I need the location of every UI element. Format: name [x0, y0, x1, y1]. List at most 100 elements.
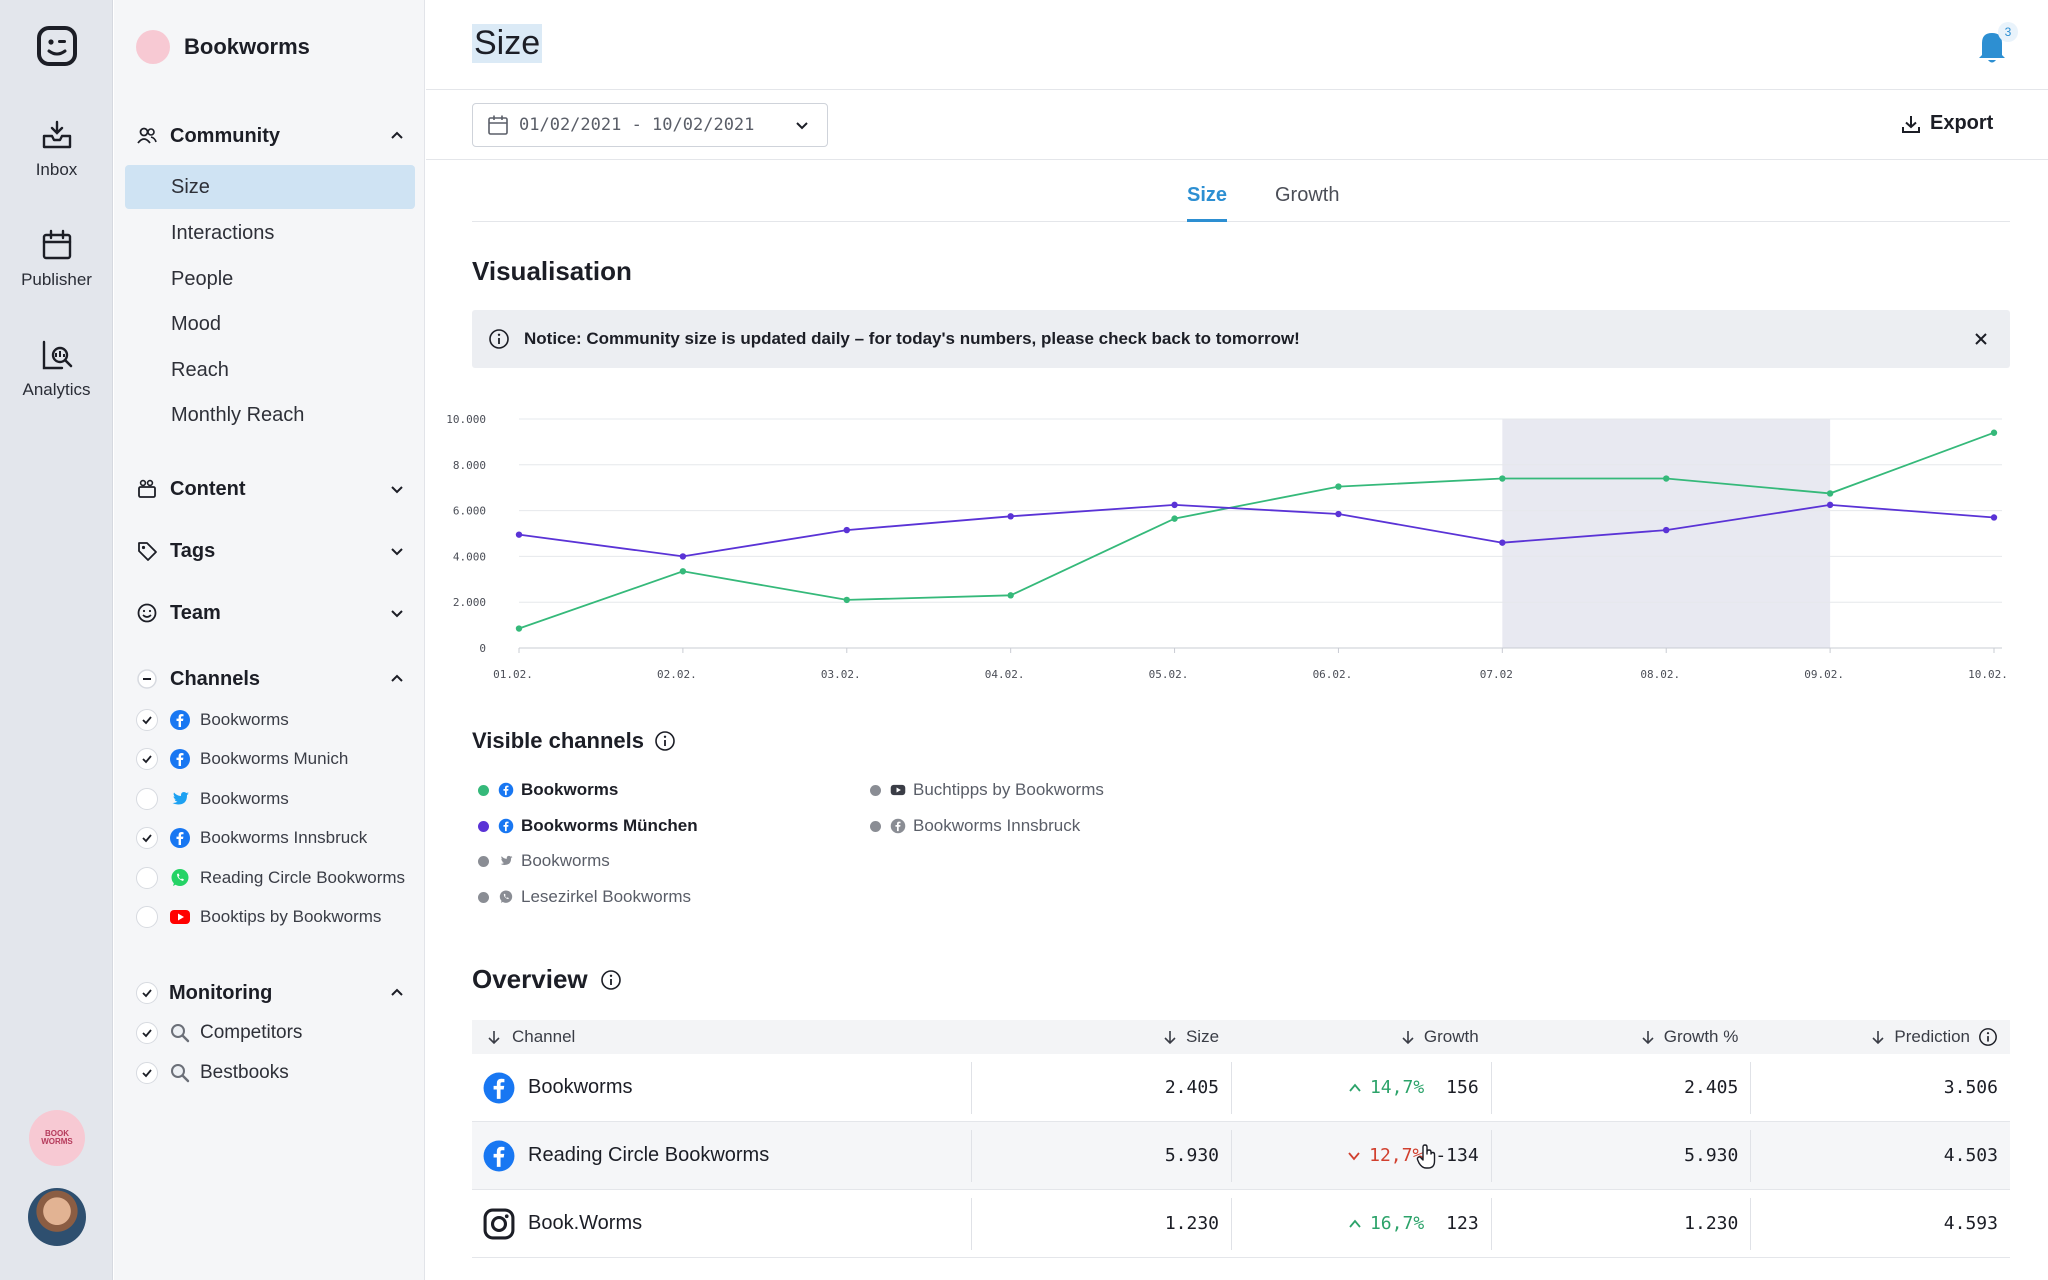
- growth-cell: 14,7% 156: [1231, 1061, 1491, 1114]
- minus-circle-icon[interactable]: [136, 668, 158, 690]
- checkbox-unchecked[interactable]: [136, 788, 158, 810]
- youtube-icon: [170, 910, 190, 924]
- channel-filter-label: Bookworms: [200, 710, 289, 729]
- chevron-up-icon: [391, 988, 403, 996]
- data-point: [1990, 514, 1998, 521]
- nav-size[interactable]: Size: [125, 165, 415, 209]
- data-point: [1335, 510, 1342, 518]
- section-monitoring[interactable]: Monitoring: [136, 978, 406, 1008]
- section-tags[interactable]: Tags: [136, 536, 406, 566]
- checkbox-checked[interactable]: [136, 1062, 158, 1084]
- monitoring-item[interactable]: Competitors: [136, 1018, 406, 1048]
- brand-avatar[interactable]: BOOK WORMS: [29, 1110, 85, 1166]
- column-header-label: Channel: [512, 1027, 576, 1046]
- section-community[interactable]: Community: [136, 121, 406, 151]
- tab-size[interactable]: Size: [1187, 184, 1228, 222]
- info-icon[interactable]: [1978, 1027, 1998, 1047]
- visualisation-title: Visualisation: [472, 256, 632, 286]
- user-avatar[interactable]: [28, 1188, 86, 1246]
- bell-icon[interactable]: [1974, 26, 2010, 66]
- channel-filter-item[interactable]: Reading Circle Bookworms: [136, 863, 406, 893]
- y-tick-label: 8.000: [453, 459, 486, 472]
- section-monitoring-label: Monitoring: [169, 981, 273, 1004]
- channel-filter-item[interactable]: Bookworms: [136, 705, 406, 735]
- column-header-channel[interactable]: Channel: [472, 1027, 971, 1047]
- check-icon: [142, 1069, 152, 1078]
- section-team[interactable]: Team: [136, 598, 406, 628]
- legend-item[interactable]: Bookworms: [478, 848, 610, 874]
- checkbox-unchecked[interactable]: [136, 867, 158, 889]
- growth-value: -134: [1435, 1145, 1479, 1166]
- instagram-icon: [483, 1208, 515, 1239]
- chevron-down-icon: [796, 122, 808, 130]
- column-header-label: Size: [1185, 1027, 1220, 1046]
- check-icon: [142, 755, 152, 764]
- rail-analytics-label: Analytics: [22, 380, 91, 399]
- info-icon[interactable]: [600, 969, 622, 991]
- facebook-icon: [483, 1140, 515, 1171]
- growth-value: 123: [1446, 1213, 1479, 1234]
- section-channels[interactable]: Channels: [136, 664, 406, 694]
- growth-cell: 16,7% 123: [1231, 1197, 1491, 1250]
- nav-interactions[interactable]: Interactions: [125, 211, 415, 255]
- date-range-picker[interactable]: 01/02/2021 - 10/02/2021: [472, 103, 828, 147]
- icon-rail: Inbox Publisher Analytics BOOK WORMS: [0, 0, 113, 1280]
- nav-mood[interactable]: Mood: [125, 302, 415, 346]
- tag-icon: [138, 542, 157, 561]
- table-row[interactable]: Reading Circle Bookworms 5.930 12,7% -13…: [472, 1122, 2010, 1190]
- column-header-growth[interactable]: Growth: [1231, 1027, 1491, 1047]
- prediction-cell: 3.506: [1750, 1061, 2010, 1114]
- checkbox-checked[interactable]: [136, 982, 158, 1004]
- workspace-brand[interactable]: Bookworms: [136, 30, 310, 64]
- y-tick-label: 2.000: [453, 596, 486, 609]
- export-label: Export: [1930, 112, 1994, 134]
- main-content: Size 3 01/02/2021 - 10/02/2021: [426, 0, 2048, 1280]
- legend-item[interactable]: Bookworms: [478, 777, 618, 803]
- facebook-icon: [890, 818, 906, 834]
- nav-people[interactable]: People: [125, 257, 415, 301]
- legend-item[interactable]: Bookworms Innsbruck: [870, 813, 1080, 839]
- section-content[interactable]: Content: [136, 474, 406, 504]
- tab-growth[interactable]: Growth: [1275, 184, 1340, 206]
- download-icon: [1902, 115, 1920, 133]
- growth-value: 156: [1446, 1077, 1479, 1098]
- rail-analytics[interactable]: Analytics: [0, 338, 113, 400]
- checkbox-unchecked[interactable]: [136, 906, 158, 928]
- section-community-label: Community: [170, 124, 280, 147]
- nav-reach[interactable]: Reach: [125, 348, 415, 392]
- channel-filter-item[interactable]: Bookworms Munich: [136, 744, 406, 774]
- legend-item[interactable]: Buchtipps by Bookworms: [870, 777, 1104, 803]
- nav-monthly-reach-label: Monthly Reach: [171, 403, 305, 426]
- visible-channels-title: Visible channels: [472, 728, 645, 753]
- checkbox-checked[interactable]: [136, 709, 158, 731]
- close-notice-button[interactable]: [1964, 322, 1998, 356]
- channel-filter-item[interactable]: Booktips by Bookworms: [136, 902, 406, 932]
- info-icon[interactable]: [654, 730, 676, 752]
- legend-item[interactable]: Bookworms München: [478, 813, 698, 839]
- checkbox-checked[interactable]: [136, 748, 158, 770]
- table-row[interactable]: Bookworms 2.405 14,7% 156 2.405 3.506: [472, 1054, 2010, 1122]
- rail-inbox[interactable]: Inbox: [0, 118, 113, 180]
- nav-mood-label: Mood: [171, 312, 222, 335]
- checkbox-checked[interactable]: [136, 827, 158, 849]
- nav-monthly-reach[interactable]: Monthly Reach: [125, 393, 415, 437]
- facebook-icon: [170, 749, 190, 769]
- column-header-size[interactable]: Size: [971, 1027, 1231, 1047]
- channel-filter-item[interactable]: Bookworms Innsbruck: [136, 823, 406, 853]
- checkbox-checked[interactable]: [136, 1022, 158, 1044]
- data-point: [1499, 539, 1506, 546]
- sort-arrow-icon: [1872, 1031, 1884, 1045]
- channel-filter-item[interactable]: Bookworms: [136, 784, 406, 814]
- arrow-down-icon: [1348, 1151, 1360, 1160]
- rail-publisher[interactable]: Publisher: [0, 228, 113, 290]
- legend-item[interactable]: Lesezirkel Bookworms: [478, 884, 691, 910]
- app-logo-icon[interactable]: [36, 25, 78, 67]
- column-header-growth-percent[interactable]: Growth %: [1491, 1027, 1751, 1047]
- column-header-prediction[interactable]: Prediction: [1750, 1027, 2010, 1047]
- nav-reach-label: Reach: [171, 358, 229, 381]
- table-row[interactable]: Book.Worms 1.230 16,7% 123 1.230 4.593: [472, 1190, 2010, 1258]
- data-point: [843, 526, 850, 534]
- monitoring-item[interactable]: Bestbooks: [136, 1058, 406, 1088]
- export-button[interactable]: Export: [1900, 112, 1993, 135]
- calendar-icon: [42, 229, 71, 260]
